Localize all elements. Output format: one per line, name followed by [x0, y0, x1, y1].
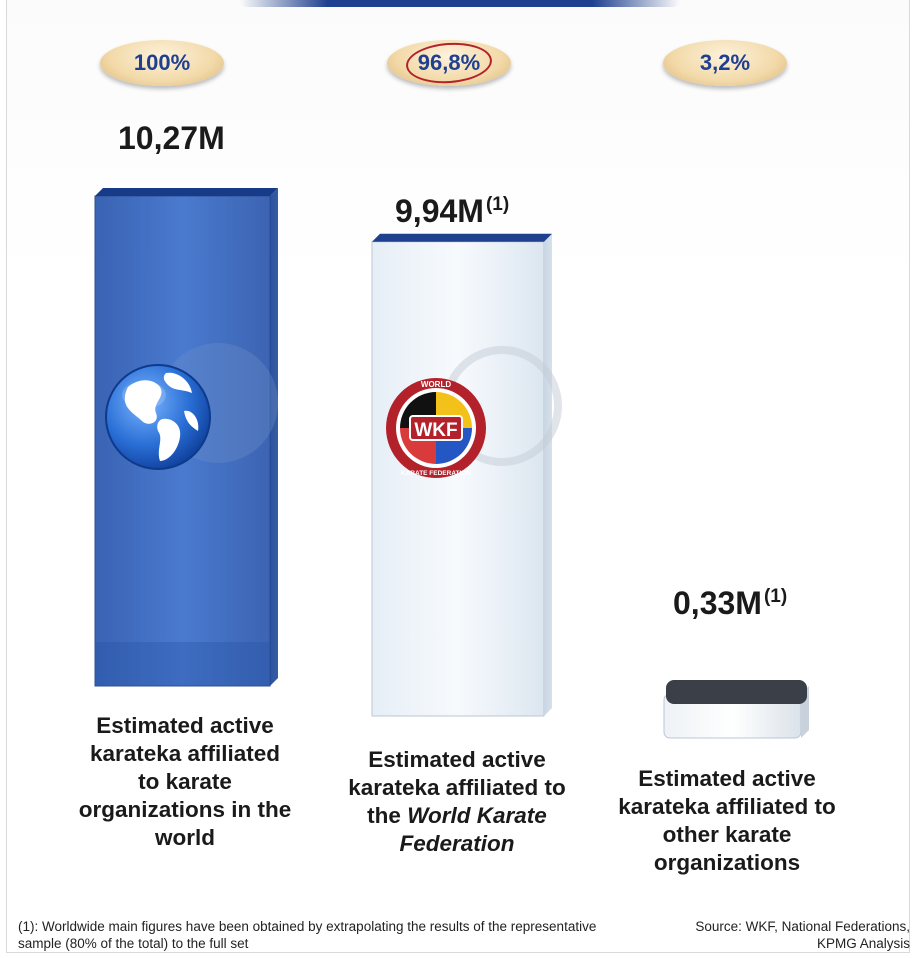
bar-top — [372, 233, 552, 242]
wkf-logo-text: WKF — [414, 420, 457, 441]
caption-line: organizations — [592, 849, 862, 877]
caption-other: Estimated active karateka affiliated to ot… — [592, 765, 862, 877]
caption-line: karateka affiliated to — [592, 793, 862, 821]
caption-wkf: Estimated active karateka affiliated to th… — [322, 746, 592, 858]
caption-line: world — [50, 824, 320, 852]
caption-text: Estimated active — [368, 747, 546, 772]
header-strip — [240, 0, 680, 7]
caption-world: Estimated active karateka affiliated to ka… — [50, 712, 320, 852]
caption-text: organizations in the — [78, 797, 292, 822]
caption-line: Estimated active — [50, 712, 320, 740]
bar-wkf — [371, 233, 552, 717]
value-note-wkf: (1) — [485, 194, 510, 215]
caption-text: other karate — [662, 822, 792, 847]
value-label-world: 10,27M — [118, 120, 227, 157]
wkf-logo: WKF WORLD KARATE FEDERATION — [386, 346, 562, 478]
source-note: Source: WKF, National Federations, KPMG … — [695, 919, 910, 951]
bar-other — [663, 680, 809, 739]
globe-icon — [105, 343, 278, 470]
percent-pill-world: 100% — [100, 40, 224, 86]
bar-top — [95, 188, 278, 196]
value-text-world: 10,27M — [118, 120, 225, 156]
caption-text: karateka affiliated — [89, 741, 281, 766]
wkf-logo-bottom-text: KARATE FEDERATION — [401, 470, 471, 477]
percent-label-other: 3,2% — [699, 50, 751, 75]
bar-lid — [666, 680, 807, 704]
caption-text: world — [155, 825, 215, 850]
bar-side — [270, 188, 278, 686]
caption-text: Estimated active — [96, 713, 274, 738]
caption-line: other karate — [592, 821, 862, 849]
wkf-logo-top-text: WORLD — [421, 380, 451, 389]
caption-text: the — [367, 803, 408, 828]
caption-text: Federation — [399, 831, 515, 856]
caption-line: Estimated active — [592, 765, 862, 793]
value-label-other: 0,33M (1) — [673, 585, 787, 622]
caption-text: organizations — [653, 850, 801, 875]
value-text-wkf: 9,94M — [395, 193, 484, 229]
footnote: (1): Worldwide main figures have been ob… — [18, 919, 597, 951]
percent-label-world: 100% — [133, 50, 191, 75]
caption-text: to karate — [138, 769, 232, 794]
percent-pill-other: 3,2% — [663, 40, 787, 86]
caption-line: the World Karate — [322, 802, 592, 830]
caption-line: Federation — [322, 830, 592, 858]
caption-text: Estimated active — [638, 766, 816, 791]
value-label-wkf: 9,94M (1) — [395, 193, 509, 230]
caption-text: karateka affiliated to — [348, 775, 566, 800]
caption-text: World Karate — [407, 803, 547, 828]
percent-label-wkf: 96,8% — [417, 50, 481, 75]
bar-front — [371, 241, 545, 717]
caption-line: karateka affiliated to — [322, 774, 592, 802]
caption-line: karateka affiliated — [50, 740, 320, 768]
caption-text: karateka affiliated to — [618, 794, 836, 819]
caption-line: Estimated active — [322, 746, 592, 774]
caption-line: organizations in the — [50, 796, 320, 824]
bar-side — [544, 233, 552, 717]
value-text-other: 0,33M — [673, 585, 762, 621]
bar-base-shade — [95, 642, 270, 686]
percent-pill-wkf: 96,8% — [387, 40, 511, 86]
value-note-other: (1) — [763, 586, 788, 607]
caption-line: to karate — [50, 768, 320, 796]
